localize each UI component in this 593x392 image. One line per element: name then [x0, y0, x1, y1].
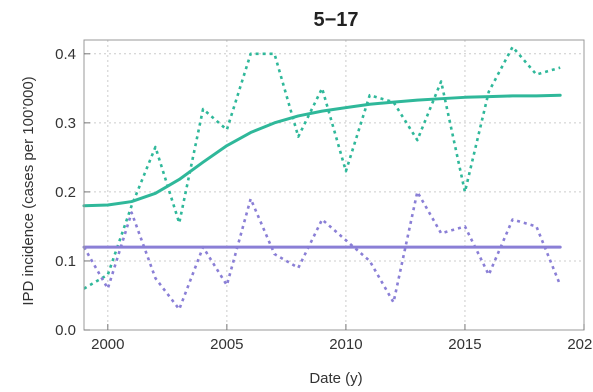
- x-tick-label: 2015: [448, 336, 481, 353]
- y-tick-label: 0.3: [55, 115, 76, 132]
- plot-frame: [83, 39, 585, 331]
- x-axis-title: Date (y): [309, 370, 362, 387]
- x-tick-label: 2005: [210, 336, 243, 353]
- series-line-3: [82, 190, 562, 311]
- chart-title: 5−17: [313, 9, 358, 31]
- x-tick-label: 2000: [91, 336, 124, 353]
- y-tick-label: 0.4: [55, 46, 76, 63]
- y-axis-title: IPD incidence (cases per 100’000): [20, 76, 37, 305]
- series-line-2: [82, 93, 562, 208]
- series-line-1: [83, 45, 561, 290]
- y-tick-label: 0.2: [55, 184, 76, 201]
- y-tick-label: 0.0: [55, 322, 76, 339]
- grid: [84, 40, 585, 331]
- y-tick-label: 0.1: [55, 253, 76, 270]
- series-layer: [82, 45, 562, 311]
- x-tick-label: 2010: [329, 336, 362, 353]
